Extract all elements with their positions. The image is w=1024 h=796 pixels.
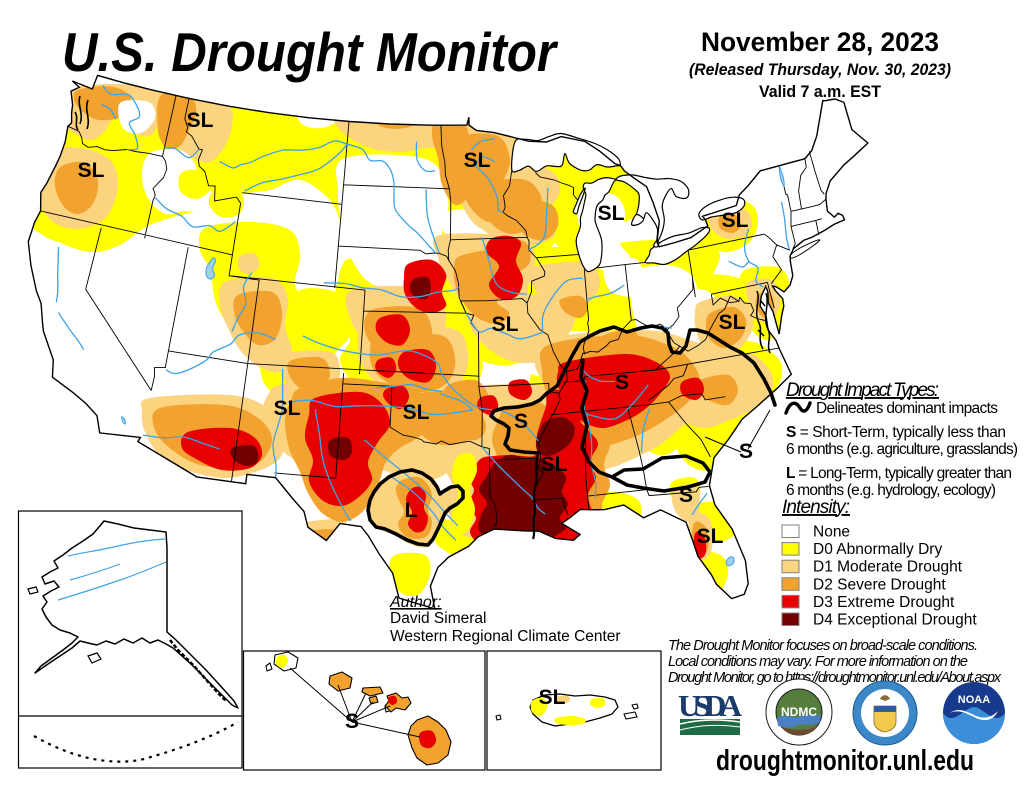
svg-text:SL: SL [697, 525, 724, 548]
svg-text:SL: SL [274, 397, 301, 420]
svg-text:S: S [679, 484, 693, 507]
svg-text:Intensity:: Intensity: [782, 497, 850, 518]
svg-text:David Simeral: David Simeral [390, 610, 486, 627]
svg-text:USDA: USDA [678, 688, 743, 723]
svg-text:(Released Thursday, Nov. 30, 2: (Released Thursday, Nov. 30, 2023) [689, 61, 951, 79]
svg-text:None: None [813, 524, 850, 541]
svg-text:SL: SL [187, 109, 214, 132]
svg-text:S: S [514, 410, 528, 433]
svg-text:6 months (e.g. hydrology, ecol: 6 months (e.g. hydrology, ecology) [786, 482, 996, 499]
svg-text:Author:: Author: [389, 594, 442, 611]
svg-text:S = Short-Term, typically less: S = Short-Term, typically less than [786, 424, 1006, 441]
svg-text:November 28, 2023: November 28, 2023 [701, 27, 939, 57]
svg-text:U.S. Drought Monitor: U.S. Drought Monitor [62, 21, 558, 83]
svg-text:D3 Extreme Drought: D3 Extreme Drought [813, 594, 955, 611]
svg-text:D4 Exceptional Drought: D4 Exceptional Drought [813, 612, 977, 629]
svg-text:Delineates dominant impacts: Delineates dominant impacts [816, 400, 998, 417]
svg-text:NDMC: NDMC [781, 705, 817, 719]
svg-text:D2 Severe Drought: D2 Severe Drought [813, 576, 946, 593]
svg-text:Local conditions may vary. For: Local conditions may vary. For more info… [668, 654, 968, 670]
svg-text:NOAA: NOAA [958, 694, 990, 706]
svg-text:SL: SL [598, 202, 625, 225]
svg-text:Drought Monitor, go to https:/: Drought Monitor, go to https://droughtmo… [668, 670, 1002, 686]
svg-text:The Drought Monitor focuses on: The Drought Monitor focuses on broad-sca… [668, 638, 978, 654]
svg-text:D0 Abnormally Dry: D0 Abnormally Dry [813, 541, 942, 558]
svg-text:Western Regional Climate Cente: Western Regional Climate Center [390, 628, 621, 645]
svg-text:S: S [345, 710, 359, 733]
svg-text:SL: SL [719, 311, 746, 334]
svg-text:S: S [739, 440, 753, 463]
svg-text:SL: SL [541, 453, 568, 476]
svg-text:SL: SL [722, 209, 749, 232]
svg-text:L: L [405, 499, 418, 522]
svg-text:SL: SL [464, 149, 491, 172]
svg-text:Valid 7 a.m. EST: Valid 7 a.m. EST [759, 82, 882, 101]
svg-text:6 months (e.g. agriculture, gr: 6 months (e.g. agriculture, grasslands) [786, 441, 1018, 458]
svg-text:droughtmonitor.unl.edu: droughtmonitor.unl.edu [716, 745, 974, 777]
svg-text:L = Long-Term, typically great: L = Long-Term, typically greater than [786, 465, 1012, 482]
svg-text:D1 Moderate Drought: D1 Moderate Drought [813, 559, 963, 576]
svg-text:SL: SL [403, 401, 430, 424]
svg-text:S: S [615, 371, 629, 394]
svg-text:Drought Impact Types:: Drought Impact Types: [786, 380, 939, 401]
svg-text:SL: SL [492, 313, 519, 336]
svg-text:SL: SL [78, 159, 105, 182]
svg-text:SL: SL [539, 686, 566, 709]
